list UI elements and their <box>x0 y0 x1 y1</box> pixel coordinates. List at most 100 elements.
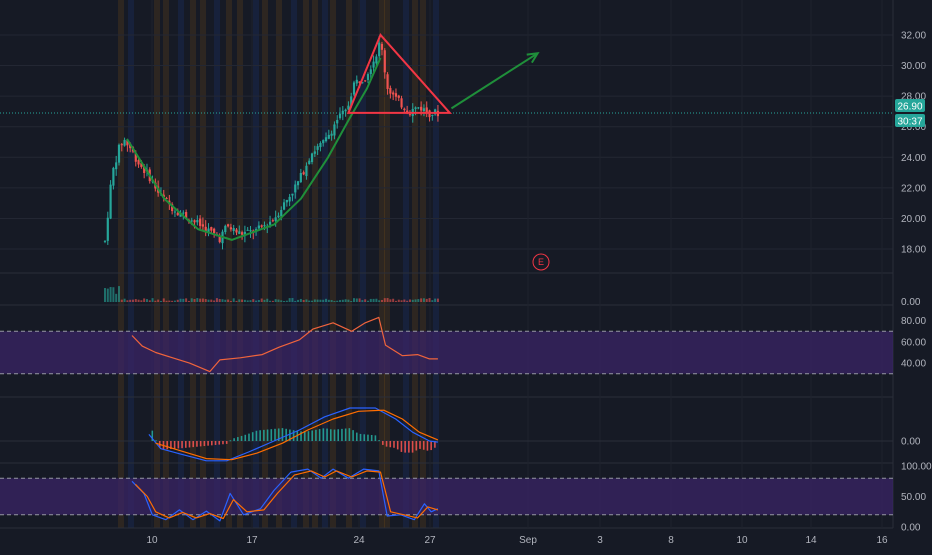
macd-histogram-bar <box>277 428 280 441</box>
volume-bar <box>213 300 216 302</box>
candle-body <box>294 184 297 193</box>
session-stripe <box>346 0 352 528</box>
volume-bar <box>120 299 123 302</box>
volume-bar <box>358 298 361 302</box>
session-stripe <box>154 0 160 528</box>
volume-bar <box>165 300 168 302</box>
session-stripe <box>303 0 309 528</box>
volume-bar <box>148 300 151 302</box>
volume-bar <box>207 299 210 302</box>
macd-histogram-bar <box>344 428 347 441</box>
candle-body <box>288 196 291 202</box>
candle-body <box>324 137 328 142</box>
candle-body <box>291 193 294 196</box>
session-stripe <box>200 0 206 528</box>
macd-histogram-bar <box>173 441 176 449</box>
candle-body <box>305 165 308 177</box>
candle-body <box>185 212 188 219</box>
stoch-tick-label: 50.00 <box>901 492 926 503</box>
price-tick-label: 20.00 <box>901 214 926 225</box>
macd-histogram-bar <box>385 441 388 447</box>
volume-bar <box>319 299 322 302</box>
volume-bar <box>159 300 162 302</box>
session-stripe <box>384 0 390 528</box>
candle-body <box>414 107 417 109</box>
macd-histogram-bar <box>396 441 399 450</box>
macd-histogram-bar <box>181 441 183 449</box>
candle-body <box>280 209 283 217</box>
volume-bar <box>201 298 204 302</box>
volume-bar <box>291 298 294 302</box>
session-stripe <box>412 0 418 528</box>
volume-bar <box>394 300 397 302</box>
volume-bar <box>436 298 439 302</box>
volume-bar <box>224 299 227 302</box>
candle-body <box>137 160 140 165</box>
volume-bar <box>143 298 146 302</box>
volume-bar <box>285 300 288 302</box>
candle-body <box>238 231 241 234</box>
macd-histogram-bar <box>166 441 168 450</box>
candle-body <box>162 194 165 198</box>
volume-bar <box>392 298 395 302</box>
candle-body <box>229 227 232 230</box>
session-stripe <box>128 0 134 528</box>
volume-bar <box>361 300 364 302</box>
candle-body <box>333 124 336 136</box>
countdown-badge: 30:37 <box>895 114 925 128</box>
candle-body <box>204 226 207 233</box>
volume-bar <box>325 298 328 302</box>
volume-bar <box>316 299 319 302</box>
macd-histogram-bar <box>315 429 317 441</box>
volume-bar <box>280 300 283 302</box>
triangle-pattern <box>346 33 453 114</box>
volume-bar <box>274 299 277 302</box>
macd-histogram-bar <box>411 441 414 453</box>
rsi-band <box>0 331 893 374</box>
candle-body <box>313 151 316 154</box>
macd-histogram-bar <box>207 441 209 446</box>
volume-bar <box>414 299 417 302</box>
macd-histogram-bar <box>374 435 377 441</box>
volume-bar <box>168 300 171 302</box>
candle-body <box>179 212 182 217</box>
macd-histogram-bar <box>300 431 302 441</box>
candle-body <box>355 79 358 84</box>
time-tick-label: 27 <box>424 535 436 546</box>
candle-body <box>268 221 272 225</box>
volume-bar <box>187 300 190 302</box>
session-stripe <box>420 0 426 528</box>
price-tick-label: 30.00 <box>901 61 926 72</box>
candle-body <box>431 114 434 116</box>
last-price-label: 26.90 <box>897 102 922 113</box>
volume-bar <box>246 300 249 302</box>
last-price-badge: 26.90 <box>895 99 925 113</box>
volume-bar <box>193 299 196 302</box>
candle-body <box>369 69 372 75</box>
macd-histogram-bar <box>307 431 310 441</box>
volume-bar <box>431 300 434 302</box>
macd-histogram-bar <box>367 434 369 441</box>
volume-bar <box>406 300 409 302</box>
volume-bar <box>106 288 109 302</box>
volume-bar <box>297 299 300 302</box>
volume-bar <box>137 299 140 302</box>
candle-body <box>364 80 367 82</box>
candle-body <box>380 43 384 50</box>
candle-body <box>296 181 300 186</box>
time-tick-label: 3 <box>597 535 603 546</box>
candle-body <box>232 228 235 232</box>
macd-histogram-bar <box>233 438 235 441</box>
volume-bar <box>302 300 305 302</box>
candle-body <box>176 212 179 216</box>
macd-histogram-bar <box>184 441 187 448</box>
volume-bar <box>196 298 199 302</box>
volume-bar <box>271 300 274 302</box>
volume-bar <box>255 300 258 302</box>
macd-histogram-bar <box>263 429 265 441</box>
candle-body <box>193 220 196 223</box>
candle-body <box>336 119 339 124</box>
volume-bar <box>330 300 333 302</box>
